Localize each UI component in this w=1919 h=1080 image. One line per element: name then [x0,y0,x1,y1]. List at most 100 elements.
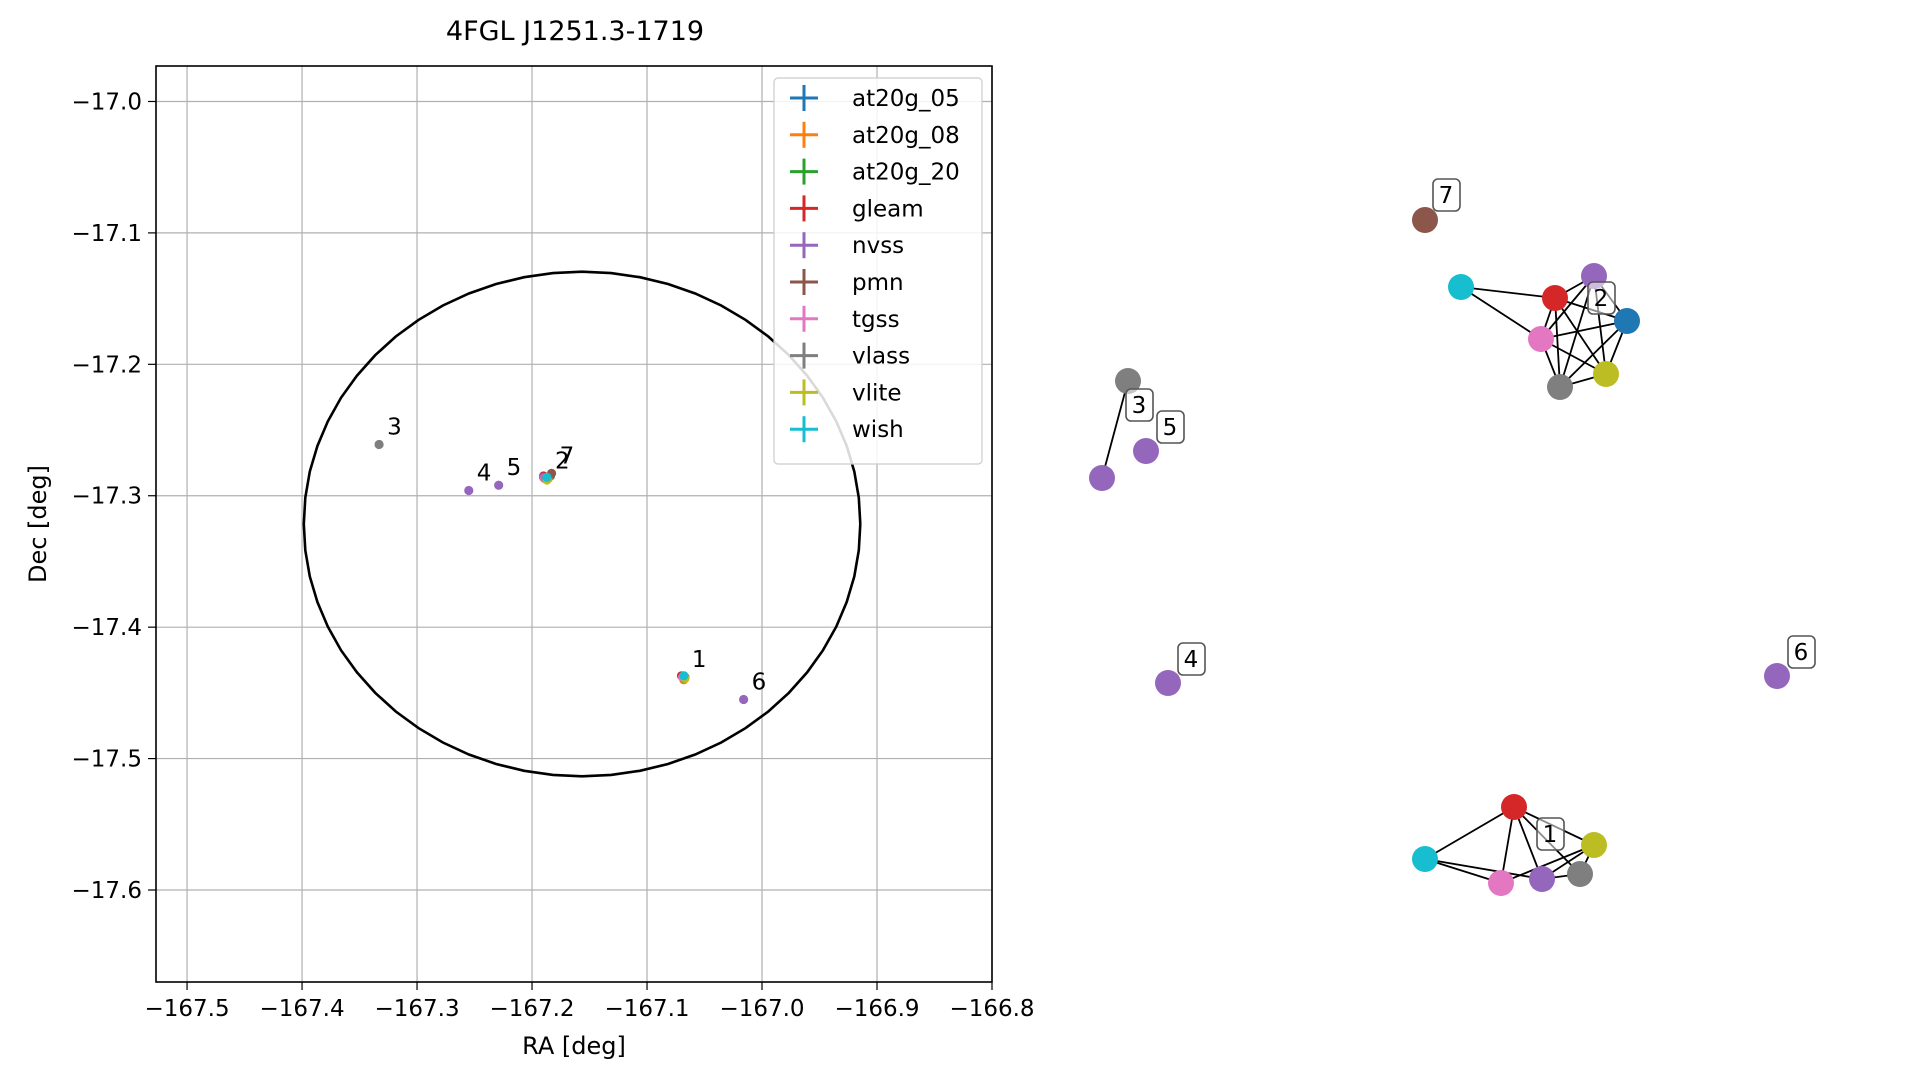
point-nvss [494,480,504,490]
network-edge [1540,275,1595,340]
node-label-text: 3 [1132,393,1147,419]
node-label-text: 2 [1594,286,1609,312]
network-labels: 7 2 35 4 6 1 [1125,178,1816,851]
network-node [1614,308,1640,334]
y-tick-label: −17.3 [72,484,142,510]
network-node [1412,846,1438,872]
network-node [1448,274,1474,300]
network-edge [1460,286,1556,299]
y-tick-label: −17.4 [72,615,142,641]
point-nvss [739,694,749,705]
network-node [1115,368,1141,394]
network-node [1542,285,1568,311]
network-node [1764,663,1790,689]
annotation-7: 7 [560,443,575,469]
network-node [1528,326,1554,352]
x-tick-label: −167.1 [604,996,689,1022]
legend-entry-at20g_20: at20g_20 [790,158,960,186]
legend-label: tgss [852,307,900,333]
x-tick-label: −167.0 [719,996,804,1022]
source-annotations: 1 2 3 4 5 6 7 [387,414,766,695]
network-node [1501,794,1527,820]
node-label-text: 1 [1543,822,1558,848]
network-node [1488,870,1514,896]
legend-label: at20g_08 [852,123,960,149]
x-tick-label: −167.4 [259,996,344,1022]
network-node [1529,866,1555,892]
legend-box [773,77,983,465]
y-tick-label: −17.6 [72,878,142,904]
node-label-box [1536,817,1565,851]
network-node [1155,670,1181,696]
legend-entry-at20g_08: at20g_08 [790,121,960,149]
search-ellipse-curve [302,270,862,778]
x-tick-label: −166.8 [949,996,1034,1022]
y-axis-label: Dec [deg] [24,465,52,583]
network-node [1133,438,1159,464]
annotation-1: 1 [692,647,707,673]
node-label-box [1125,388,1154,422]
annotation-5: 5 [507,455,522,481]
network-edge [1101,380,1129,479]
network-edge [1554,297,1607,375]
y-tick-label: −17.0 [72,89,142,115]
node-label-1: 1 [1536,817,1565,851]
node-label-box [1177,642,1206,676]
node-label-text: 4 [1184,647,1199,673]
node-label-text: 6 [1794,640,1809,666]
legend-label: at20g_05 [852,86,960,112]
x-tick-label: −167.3 [374,996,459,1022]
node-label-box [1587,281,1616,315]
point-wish [542,472,552,482]
legend-entry-tgss: tgss [790,305,900,333]
x-tick-label: −167.5 [144,996,229,1022]
network-node [1567,861,1593,887]
x-tick-label: −167.2 [489,996,574,1022]
point-vlass [374,439,384,450]
legend-entry-pmn: pmn [790,269,904,296]
x-axis-label: RA [deg] [522,1032,626,1060]
network-node [1593,361,1619,387]
y-tick-label: −17.5 [72,747,142,773]
legend-entry-vlite: vlite [790,379,902,406]
network-edge [1554,297,1561,388]
y-axis-ticks: −17.0 −17.1 −17.2 −17.3 −17.4 −17.5 −17.6 [72,89,156,904]
x-axis-ticks: −167.5 −167.4 −167.3 −167.2 −167.1 −167.0 −166… [144,982,1035,1022]
node-label-text: 7 [1439,183,1454,209]
y-tick-label: −17.1 [72,221,142,247]
legend-entry-wish: wish [790,416,904,443]
network-nodes [1089,207,1790,896]
y-tick-label: −17.2 [72,352,142,378]
node-label-6: 6 [1787,635,1816,669]
legend-label: nvss [852,233,904,259]
network-node [1547,374,1573,400]
network-node [1089,465,1115,491]
legend-label: at20g_20 [852,160,960,186]
network-edge [1424,858,1543,880]
plot-frame [155,65,993,983]
node-label-3: 3 [1125,388,1154,422]
node-label-box [1156,410,1185,444]
point-wish [679,671,689,681]
legend-entry-gleam: gleam [790,195,924,222]
legend-label: pmn [852,270,904,296]
network-panel: 7 2 35 4 6 1 [1089,178,1816,896]
network-edge [1559,320,1628,388]
network-edge [1424,858,1502,884]
legend-label: vlite [852,380,902,406]
node-label-7: 7 [1432,178,1461,212]
node-label-box [1432,178,1461,212]
network-node [1581,832,1607,858]
annotation-3: 3 [387,414,402,440]
point-nvss [464,485,474,496]
legend-label: wish [852,417,904,443]
node-label-5: 5 [1156,410,1185,444]
search-ellipse [302,270,862,778]
node-label-box [1787,635,1816,669]
annotation-4: 4 [477,460,492,486]
chart-title: 4FGL J1251.3-1719 [446,16,704,47]
node-label-text: 5 [1163,415,1178,441]
